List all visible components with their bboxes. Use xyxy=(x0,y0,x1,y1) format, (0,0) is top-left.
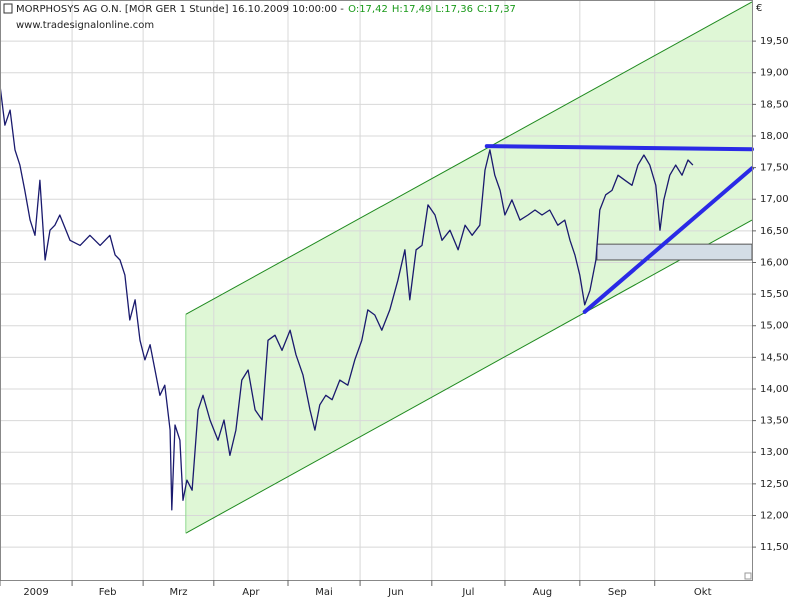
header: MORPHOSYS AG O.N. [MOR GER 1 Stunde] 16.… xyxy=(16,4,516,15)
source: www.tradesignalonline.com xyxy=(16,20,154,31)
y-tick-label: 17,50 xyxy=(760,163,789,174)
x-tick-label: Sep xyxy=(608,587,627,598)
currency: € xyxy=(756,3,762,14)
channel-line xyxy=(185,219,753,534)
y-tick-label: 13,00 xyxy=(760,447,789,458)
y-tick-label: 14,50 xyxy=(760,352,789,363)
plot-area xyxy=(0,0,754,580)
price-line xyxy=(0,85,694,511)
low: L:17,36 xyxy=(435,4,473,15)
y-tick-label: 19,50 xyxy=(760,36,789,47)
y-tick-label: 14,00 xyxy=(760,384,789,395)
icon xyxy=(3,3,13,14)
y-tick-label: 15,50 xyxy=(760,289,789,300)
x-tick-label: Apr xyxy=(242,587,260,598)
y-tick-label: 16,00 xyxy=(760,257,789,268)
channel-line xyxy=(185,1,753,315)
title: MORPHOSYS AG O.N. [MOR GER 1 Stunde] 16.… xyxy=(16,4,344,15)
open: O:17,42 xyxy=(348,4,388,15)
x-tick-label: Mai xyxy=(315,587,333,598)
y-tick-label: 18,00 xyxy=(760,131,789,142)
channel-fill xyxy=(185,1,753,534)
y-tick-label: 18,50 xyxy=(760,99,789,110)
y-tick-label: 13,50 xyxy=(760,416,789,427)
y-tick-label: 12,50 xyxy=(760,479,789,490)
y-tick-label: 19,00 xyxy=(760,68,789,79)
x-tick-label: 2009 xyxy=(23,587,48,598)
zone-box xyxy=(596,243,753,261)
x-tick-label: Feb xyxy=(99,587,117,598)
trend-line xyxy=(484,144,754,152)
x-tick-label: Okt xyxy=(694,587,712,598)
trend-line xyxy=(582,166,754,314)
resize-handle xyxy=(744,572,752,580)
high: H:17,49 xyxy=(392,4,432,15)
x-tick-label: Mrz xyxy=(169,587,187,598)
y-tick-label: 11,50 xyxy=(760,542,789,553)
close: C:17,37 xyxy=(477,4,516,15)
y-tick-label: 16,50 xyxy=(760,226,789,237)
y-tick-label: 15,00 xyxy=(760,321,789,332)
x-tick-label: Jun xyxy=(387,587,404,598)
y-tick-label: 12,00 xyxy=(760,510,789,521)
plot-border xyxy=(0,0,753,581)
y-tick-label: 17,00 xyxy=(760,194,789,205)
x-tick-label: Jul xyxy=(461,587,474,598)
x-tick-label: Aug xyxy=(533,587,553,598)
